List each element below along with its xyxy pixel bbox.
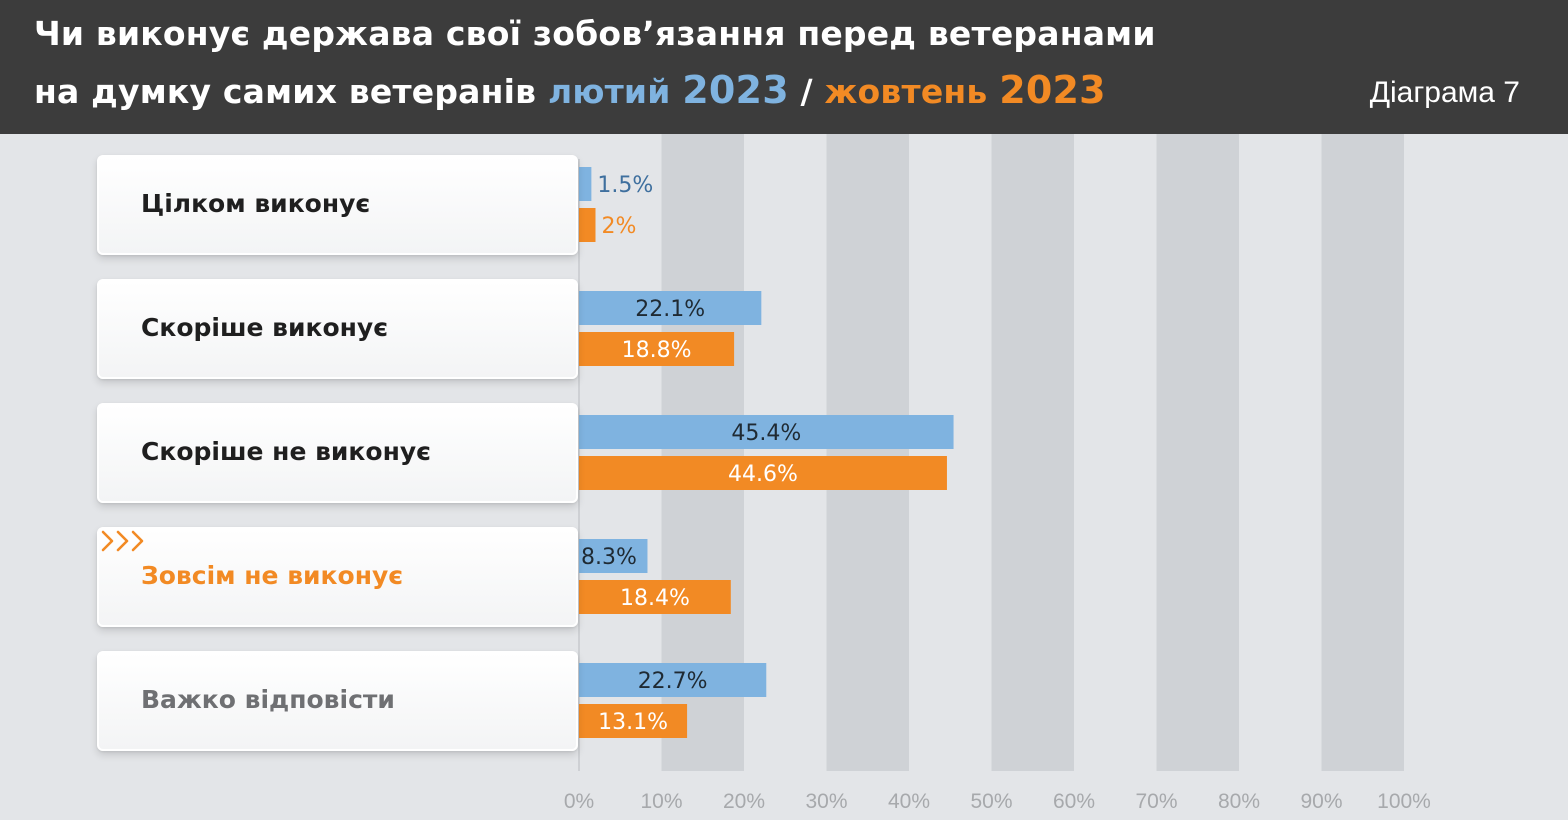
- category-card: Важко відповісти: [97, 651, 578, 751]
- category-card: Скоріше не виконує: [97, 403, 578, 503]
- bar-label-oct: 2%: [602, 214, 637, 239]
- chevrons-right-icon: [101, 530, 144, 552]
- bar-oct: [579, 332, 735, 366]
- bar-feb: [579, 415, 954, 449]
- x-tick-label: 20%: [723, 790, 765, 813]
- x-tick-label: 90%: [1300, 790, 1342, 813]
- title-text-2: на думку самих ветеранів: [34, 72, 537, 111]
- category-card: Зовсім не виконує: [97, 527, 578, 627]
- bar-label-feb: 1.5%: [597, 173, 653, 198]
- chart-title-line-1: Чи виконує держава свої зобов’язання пер…: [34, 14, 1156, 53]
- bar-label-feb: 8.3%: [581, 545, 637, 570]
- category-card: Скоріше виконує: [97, 279, 578, 379]
- x-tick-label: 10%: [640, 790, 682, 813]
- bar-feb: [579, 167, 592, 201]
- x-tick-label: 0%: [564, 790, 594, 813]
- chart-canvas: 0% 10% 20% 30% 40% 50% 60% 70% 80% 90% 100% 1.5% 2% 2…: [564, 134, 1431, 813]
- title-oct-word: жовтень: [824, 72, 988, 111]
- category-label: Зовсім не виконує: [141, 561, 404, 590]
- bar-feb: [579, 291, 762, 325]
- bar-feb: [579, 539, 648, 573]
- chart-title-line-2: на думку самих ветеранів лютий 2023 / жо…: [34, 68, 1106, 112]
- x-tick-label: 60%: [1053, 790, 1095, 813]
- category-label: Скоріше виконує: [141, 313, 389, 342]
- x-tick-label: 50%: [970, 790, 1012, 813]
- grid-band: [826, 134, 909, 771]
- grid-band: [1321, 134, 1404, 771]
- category-card: Цілком виконує: [97, 155, 578, 255]
- category-label: Важко відповісти: [141, 685, 395, 714]
- bar-label-feb: 22.1%: [635, 297, 705, 322]
- x-tick-label: 80%: [1218, 790, 1260, 813]
- bar-label-oct: 18.8%: [622, 338, 692, 363]
- category-label: Скоріше не виконує: [141, 437, 431, 466]
- title-separator: /: [800, 72, 813, 111]
- x-tick-label: 30%: [805, 790, 847, 813]
- x-tick-label: 70%: [1135, 790, 1177, 813]
- grid-band: [991, 134, 1074, 771]
- diagram-number-label: Діаграма 7: [1369, 76, 1520, 109]
- bar-label-feb: 22.7%: [638, 669, 708, 694]
- bar-oct: [579, 208, 596, 242]
- grid-band: [1156, 134, 1239, 771]
- bar-label-feb: 45.4%: [731, 421, 801, 446]
- category-label: Цілком виконує: [141, 189, 371, 218]
- title-text-1: Чи виконує держава свої зобов’язання пер…: [34, 14, 1156, 53]
- bar-oct: [579, 456, 947, 490]
- bar-feb: [579, 663, 767, 697]
- title-feb-year: 2023: [682, 68, 789, 112]
- bar-label-oct: 13.1%: [598, 710, 668, 735]
- chart-header: Чи виконує держава свої зобов’язання пер…: [0, 0, 1568, 134]
- title-oct-year: 2023: [999, 68, 1106, 112]
- bar-label-oct: 18.4%: [620, 586, 690, 611]
- bar-oct: [579, 704, 688, 738]
- bar-chart: 0% 10% 20% 30% 40% 50% 60% 70% 80% 90% 100% 1.5% 2% 2…: [0, 134, 1568, 820]
- bar-oct: [579, 580, 731, 614]
- x-tick-label: 40%: [888, 790, 930, 813]
- x-tick-label: 100%: [1377, 790, 1431, 813]
- bar-label-oct: 44.6%: [728, 462, 798, 487]
- title-feb-word: лютий: [547, 72, 671, 111]
